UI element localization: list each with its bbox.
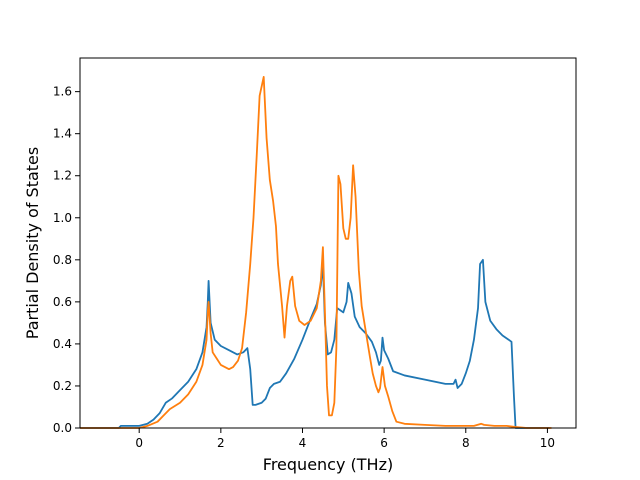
x-tick-label: 0: [135, 436, 143, 450]
x-tick-label: 8: [462, 436, 470, 450]
y-tick-label: 0.4: [53, 337, 72, 351]
x-tick-label: 2: [217, 436, 225, 450]
series-line-2: [80, 76, 552, 429]
y-tick-label: 0.8: [53, 253, 72, 267]
y-tick-label: 1.6: [53, 85, 72, 99]
y-tick-label: 1.4: [53, 127, 72, 141]
x-axis-title: Frequency (THz): [263, 455, 393, 474]
y-tick-label: 0.2: [53, 379, 72, 393]
y-tick-label: 1.0: [53, 211, 72, 225]
x-tick-label: 4: [299, 436, 307, 450]
x-axis-ticks: 0 2 4 6 8 10: [135, 428, 555, 450]
x-tick-label: 10: [540, 436, 555, 450]
series-layer: [80, 76, 552, 429]
y-tick-label: 0.6: [53, 295, 72, 309]
plot-frame: [79, 57, 577, 429]
plot-area: [80, 58, 576, 428]
x-tick-label: 6: [380, 436, 388, 450]
y-tick-label: 0.0: [53, 421, 72, 435]
y-axis-title: Partial Density of States: [23, 147, 42, 339]
y-axis-ticks: 0.0 0.2 0.4 0.6 0.8 1.0 1.2 1.4 1.6: [53, 85, 80, 435]
y-tick-label: 1.2: [53, 169, 72, 183]
